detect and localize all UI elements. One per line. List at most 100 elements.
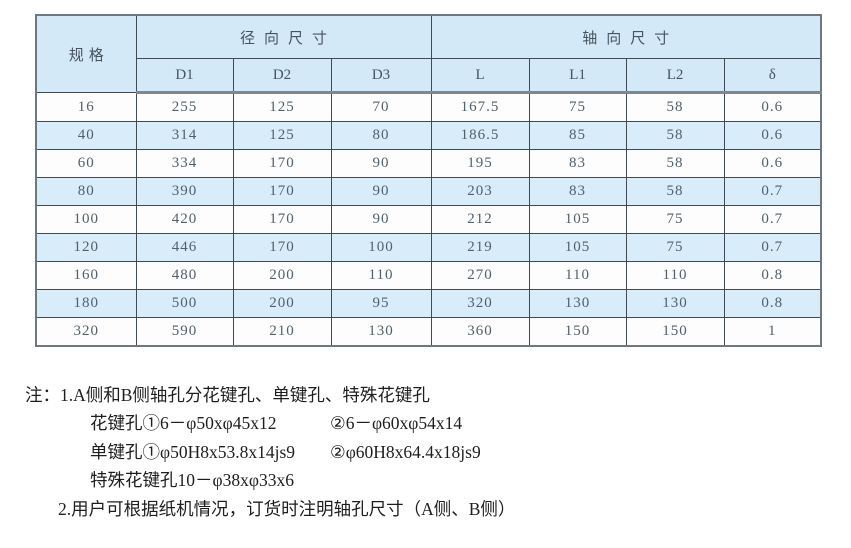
value-cell: 500: [135, 289, 234, 318]
value-cell: 85: [528, 121, 627, 150]
value-cell: 75: [625, 233, 725, 262]
value-cell: 0.6: [723, 149, 822, 178]
value-cell: 70: [330, 92, 432, 122]
value-cell: 58: [625, 121, 725, 150]
value-cell: 446: [135, 233, 234, 262]
value-cell: 150: [625, 317, 725, 347]
value-cell: 83: [528, 177, 627, 206]
value-cell: 110: [625, 261, 725, 290]
note-line-2b-text: ②6－φ60xφ54x14: [330, 413, 463, 434]
value-cell: 125: [232, 92, 332, 122]
column-group-axial: 轴向尺寸: [430, 14, 822, 59]
column-header-l2: L2: [625, 58, 725, 94]
note-line-3: 单键孔①φ50H8x53.8x14js9 ②φ60H8x64.4x18js9: [25, 438, 515, 466]
value-cell: 105: [528, 205, 627, 234]
value-cell: 195: [430, 149, 530, 178]
value-cell: 1: [723, 317, 822, 347]
spec-cell: 100: [35, 205, 137, 234]
spec-cell: 60: [35, 149, 137, 178]
value-cell: 210: [232, 317, 332, 347]
value-cell: 314: [135, 121, 234, 150]
table-row: 100 420 170 90 212 105 75 0.7: [35, 205, 822, 234]
column-header-delta: δ: [723, 58, 822, 94]
value-cell: 390: [135, 177, 234, 206]
table-row: 180 500 200 95 320 130 130 0.8: [35, 289, 822, 318]
value-cell: 212: [430, 205, 530, 234]
spec-cell: 120: [35, 233, 137, 262]
table-header-column-row: D1 D2 D3 L L1 L2 δ: [36, 58, 822, 94]
table-header: 规格 径向尺寸 轴向尺寸 D1 D2 D3 L L1 L2 δ: [35, 14, 822, 94]
note-line-1-text: 1.A侧和B侧轴孔分花键孔、单键孔、特殊花键孔: [60, 385, 430, 405]
note-label: 注：: [25, 385, 60, 405]
value-cell: 0.7: [723, 233, 822, 262]
value-cell: 110: [528, 261, 627, 290]
table-row: 16 255 125 70 167.5 75 58 0.6: [35, 92, 822, 122]
column-header-spec: 规格: [35, 14, 137, 93]
value-cell: 95: [330, 289, 432, 318]
spec-cell: 16: [35, 92, 137, 122]
value-cell: 130: [625, 289, 725, 318]
value-cell: 255: [135, 92, 234, 122]
value-cell: 480: [135, 261, 234, 290]
note-line-5: 2.用户可根据纸机情况，订货时注明轴孔尺寸（A侧、B侧）: [25, 495, 515, 523]
note-line-2a-text: 花键孔①6－φ50xφ45x12: [90, 413, 277, 434]
value-cell: 0.6: [723, 92, 822, 122]
table-row: 60 334 170 90 195 83 58 0.6: [35, 149, 822, 178]
value-cell: 0.7: [723, 205, 822, 234]
value-cell: 75: [625, 205, 725, 234]
value-cell: 170: [232, 233, 332, 262]
value-cell: 170: [232, 177, 332, 206]
note-line-3a-text: 单键孔①φ50H8x53.8x14js9: [90, 441, 296, 462]
value-cell: 0.6: [723, 121, 822, 150]
table-row: 160 480 200 110 270 110 110 0.8: [35, 261, 822, 290]
table-body: 16 255 125 70 167.5 75 58 0.6 40 314 125 80 186.5 85 5…: [35, 92, 822, 347]
value-cell: 320: [430, 289, 530, 318]
note-line-3b-text: ②φ60H8x64.4x18js9: [330, 441, 481, 462]
column-header-l1: L1: [528, 58, 627, 94]
value-cell: 80: [330, 121, 432, 150]
table-row: 120 446 170 100 219 105 75 0.7: [35, 233, 822, 262]
column-header-d2: D2: [232, 58, 332, 94]
column-group-radial: 径向尺寸: [135, 14, 432, 59]
value-cell: 83: [528, 149, 627, 178]
value-cell: 58: [625, 92, 725, 122]
value-cell: 170: [232, 205, 332, 234]
value-cell: 0.8: [723, 289, 822, 318]
value-cell: 270: [430, 261, 530, 290]
value-cell: 420: [135, 205, 234, 234]
value-cell: 58: [625, 177, 725, 206]
value-cell: 334: [135, 149, 234, 178]
value-cell: 0.7: [723, 177, 822, 206]
notes: 注：1.A侧和B侧轴孔分花键孔、单键孔、特殊花键孔 花键孔①6－φ50xφ45x…: [25, 381, 515, 523]
note-line-4: 特殊花键孔10－φ38xφ33x6: [25, 466, 515, 494]
value-cell: 90: [330, 177, 432, 206]
value-cell: 90: [330, 205, 432, 234]
column-header-l: L: [430, 58, 530, 94]
table-row: 80 390 170 90 203 83 58 0.7: [35, 177, 822, 206]
column-header-d3: D3: [330, 58, 432, 94]
value-cell: 200: [232, 289, 332, 318]
value-cell: 203: [430, 177, 530, 206]
value-cell: 110: [330, 261, 432, 290]
value-cell: 170: [232, 149, 332, 178]
spec-cell: 40: [35, 121, 137, 150]
value-cell: 200: [232, 261, 332, 290]
table-row: 320 590 210 130 360 150 150 1: [35, 317, 822, 347]
value-cell: 100: [330, 233, 432, 262]
note-line-1: 注：1.A侧和B侧轴孔分花键孔、单键孔、特殊花键孔: [25, 381, 515, 409]
value-cell: 130: [330, 317, 432, 347]
value-cell: 219: [430, 233, 530, 262]
dimension-table: 规格 径向尺寸 轴向尺寸 D1 D2 D3 L L1 L2 δ 16 255 125…: [35, 14, 823, 347]
value-cell: 186.5: [430, 121, 530, 150]
value-cell: 167.5: [430, 92, 530, 122]
value-cell: 130: [528, 289, 627, 318]
column-header-d1: D1: [135, 58, 234, 94]
spec-cell: 320: [35, 317, 137, 347]
value-cell: 105: [528, 233, 627, 262]
value-cell: 360: [430, 317, 530, 347]
value-cell: 125: [232, 121, 332, 150]
spec-cell: 180: [35, 289, 137, 318]
note-line-2: 花键孔①6－φ50xφ45x12 ②6－φ60xφ54x14: [25, 409, 515, 437]
note-line-4-text: 特殊花键孔10－φ38xφ33x6: [90, 470, 294, 491]
